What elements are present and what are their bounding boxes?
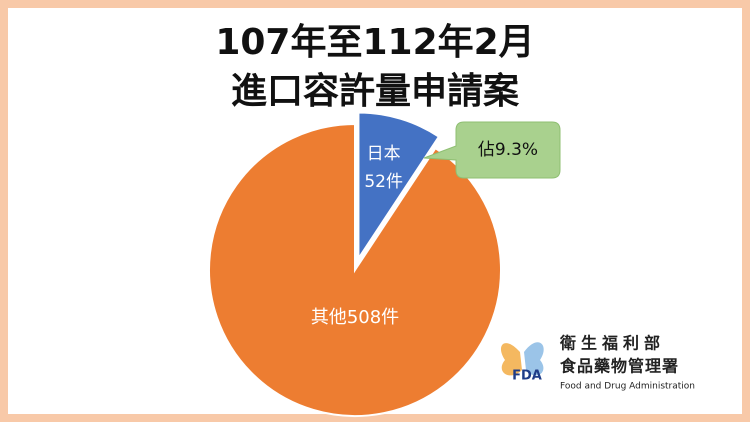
logo-text: 衛生福利部 [559, 334, 665, 353]
logo-wing [500, 343, 522, 376]
value-label: 508件 [347, 307, 399, 328]
category-label: 日本 [367, 144, 401, 164]
logo-text: Food and Drug Administration [560, 382, 695, 392]
category-label: 其他 [311, 307, 347, 328]
slice-label: 其他508件 [311, 307, 399, 328]
chart-title: 進口容許量申請案 [231, 71, 520, 112]
pie-slice [357, 111, 441, 262]
callout-box [423, 121, 561, 179]
pie-slice [208, 122, 502, 417]
value-label: 52件 [364, 172, 403, 192]
logo-text: 食品藥物管理署 [559, 357, 679, 376]
annotation: 佔9.3% [478, 140, 538, 160]
logo: FDA 衛生福利部 食品藥物管理署 Food and Drug Administ… [500, 334, 695, 392]
logo-wing [524, 342, 544, 376]
chart-title: 107年至112年2月 [215, 22, 534, 63]
callout: 佔9.3% [423, 121, 561, 179]
logo-mark: FDA [512, 369, 542, 384]
